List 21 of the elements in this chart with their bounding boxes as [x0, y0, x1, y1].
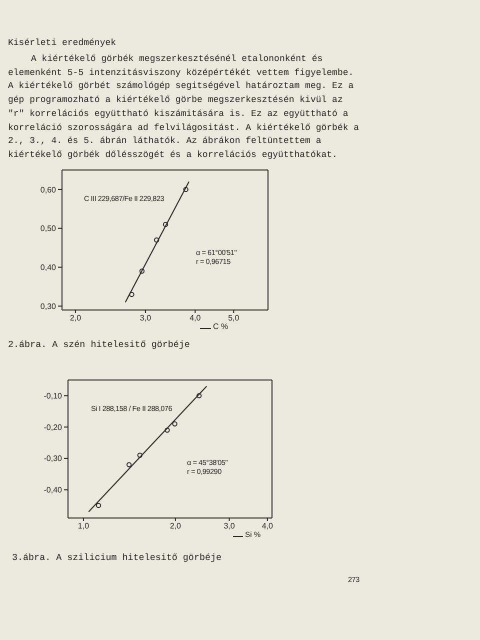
text: Kisérleti eredmények [8, 38, 116, 48]
x-tick-label: 1,0 [78, 522, 90, 531]
y-tick-label: 0,50 [40, 224, 57, 234]
y-tick-label: -0,10 [44, 392, 63, 401]
x-tick-label: 2,0 [170, 522, 182, 531]
y-tick-label: 0,40 [40, 263, 57, 272]
x-tick-label: 3,0 [224, 522, 236, 531]
y-tick-label: -0,40 [44, 486, 63, 495]
text: A kiértékelő görbék megszerkesztésénél etalononként és elemenként 5-5 intenzitásviszony középértékét vettem figyelembe. A kiértékelő görbét számológép segitségével határoztam meg. Ez a gép programozható a kiértékelő görbe megszerkesztésén kivül az "r" korrelációs együttható kiszámitására is. Ez az együttható a korreláció szorosságára ad felvilágositást. A kiértékelő görbék a 2., 3., 4. és 5. ábrán láthatók. Az ábrákon feltüntettem a kiértékelő görbék dőlésszögét és a korrelációs együtthatókat. [8, 53, 360, 162]
x-tick-label: 3,0 [140, 314, 152, 323]
y-tick-label: 0,60 [40, 185, 57, 194]
y-tick-label: -0,30 [44, 454, 63, 464]
y-tick-label: -0,20 [44, 422, 63, 432]
y-tick-label: 0,30 [40, 302, 57, 311]
x-tick-label: 4,0 [190, 314, 202, 323]
x-tick-label: 5,0 [228, 314, 240, 323]
x-tick-label: 4,0 [262, 522, 274, 531]
x-tick-label: 2,0 [70, 314, 82, 323]
text: 2.ábra. A szén hitelesitő görbéje [8, 339, 190, 350]
text: 3.ábra. A szilicium hitelesitő görbéje [12, 552, 222, 563]
x-axis-title: C % [213, 322, 228, 332]
